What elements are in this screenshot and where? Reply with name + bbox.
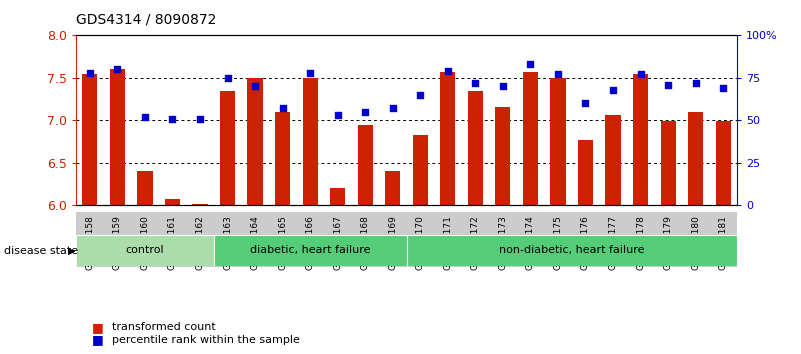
Point	[166, 116, 179, 121]
Text: GSM662170: GSM662170	[416, 215, 425, 270]
Text: ■: ■	[92, 321, 104, 334]
Bar	[606, 115, 621, 205]
Text: GSM662171: GSM662171	[443, 215, 453, 270]
Text: ■: ■	[92, 333, 104, 346]
Point	[469, 80, 481, 86]
Text: GSM662167: GSM662167	[333, 215, 342, 270]
Point	[497, 84, 509, 89]
Bar	[165, 199, 180, 205]
Text: GSM662177: GSM662177	[609, 215, 618, 270]
Bar	[110, 69, 125, 205]
Bar	[385, 171, 400, 205]
Point	[332, 113, 344, 118]
Text: GSM662173: GSM662173	[498, 215, 507, 270]
Bar	[550, 78, 566, 205]
Text: GSM662169: GSM662169	[388, 215, 397, 270]
Text: GSM662178: GSM662178	[636, 215, 645, 270]
Bar	[406, 235, 737, 266]
Text: percentile rank within the sample: percentile rank within the sample	[112, 335, 300, 345]
Text: transformed count: transformed count	[112, 322, 216, 332]
Bar	[523, 72, 538, 205]
Bar	[688, 112, 703, 205]
Bar	[715, 121, 731, 205]
Bar	[220, 91, 235, 205]
Text: GSM662168: GSM662168	[360, 215, 370, 270]
Point	[276, 105, 289, 111]
Point	[221, 75, 234, 81]
Bar	[192, 204, 207, 205]
Bar	[303, 78, 318, 205]
Text: GSM662176: GSM662176	[581, 215, 590, 270]
Bar	[633, 74, 648, 205]
Text: GSM662161: GSM662161	[168, 215, 177, 270]
Bar	[214, 235, 407, 266]
Bar	[137, 171, 152, 205]
Text: GSM662166: GSM662166	[306, 215, 315, 270]
Point	[579, 101, 592, 106]
Text: GSM662164: GSM662164	[251, 215, 260, 270]
Point	[304, 70, 316, 76]
Point	[83, 70, 96, 76]
Bar	[413, 135, 428, 205]
Text: GSM662160: GSM662160	[140, 215, 150, 270]
Point	[139, 114, 151, 120]
Bar	[495, 107, 510, 205]
Bar	[441, 72, 456, 205]
Text: control: control	[126, 245, 164, 256]
Bar	[661, 121, 676, 205]
Bar	[468, 91, 483, 205]
Text: diabetic, heart failure: diabetic, heart failure	[250, 245, 370, 256]
Point	[414, 92, 427, 98]
Text: GSM662174: GSM662174	[526, 215, 535, 270]
Bar	[248, 78, 263, 205]
Text: GSM662165: GSM662165	[278, 215, 287, 270]
Point	[194, 116, 207, 121]
Text: GSM662181: GSM662181	[718, 215, 727, 270]
Text: GSM662162: GSM662162	[195, 215, 204, 270]
Text: GSM662179: GSM662179	[663, 215, 673, 270]
Bar	[357, 125, 372, 205]
Bar	[578, 140, 593, 205]
Text: disease state: disease state	[4, 246, 78, 256]
Point	[662, 82, 674, 87]
Text: GSM662159: GSM662159	[113, 215, 122, 270]
Point	[689, 80, 702, 86]
Point	[634, 72, 647, 77]
Text: non-diabetic, heart failure: non-diabetic, heart failure	[499, 245, 645, 256]
Point	[552, 72, 565, 77]
Point	[606, 87, 619, 93]
Point	[717, 85, 730, 91]
Point	[386, 105, 399, 111]
Bar	[330, 188, 345, 205]
Text: GSM662172: GSM662172	[471, 215, 480, 270]
Text: GSM662158: GSM662158	[86, 215, 95, 270]
Point	[441, 68, 454, 74]
Point	[359, 109, 372, 115]
Bar	[76, 212, 737, 267]
Point	[524, 62, 537, 67]
Text: GDS4314 / 8090872: GDS4314 / 8090872	[76, 12, 216, 27]
Text: GSM662163: GSM662163	[223, 215, 232, 270]
Text: GSM662175: GSM662175	[553, 215, 562, 270]
Bar	[83, 74, 98, 205]
Text: GSM662180: GSM662180	[691, 215, 700, 270]
Bar	[76, 235, 214, 266]
Bar	[275, 112, 290, 205]
Point	[111, 67, 124, 72]
Point	[248, 84, 261, 89]
Text: ▶: ▶	[68, 246, 75, 256]
